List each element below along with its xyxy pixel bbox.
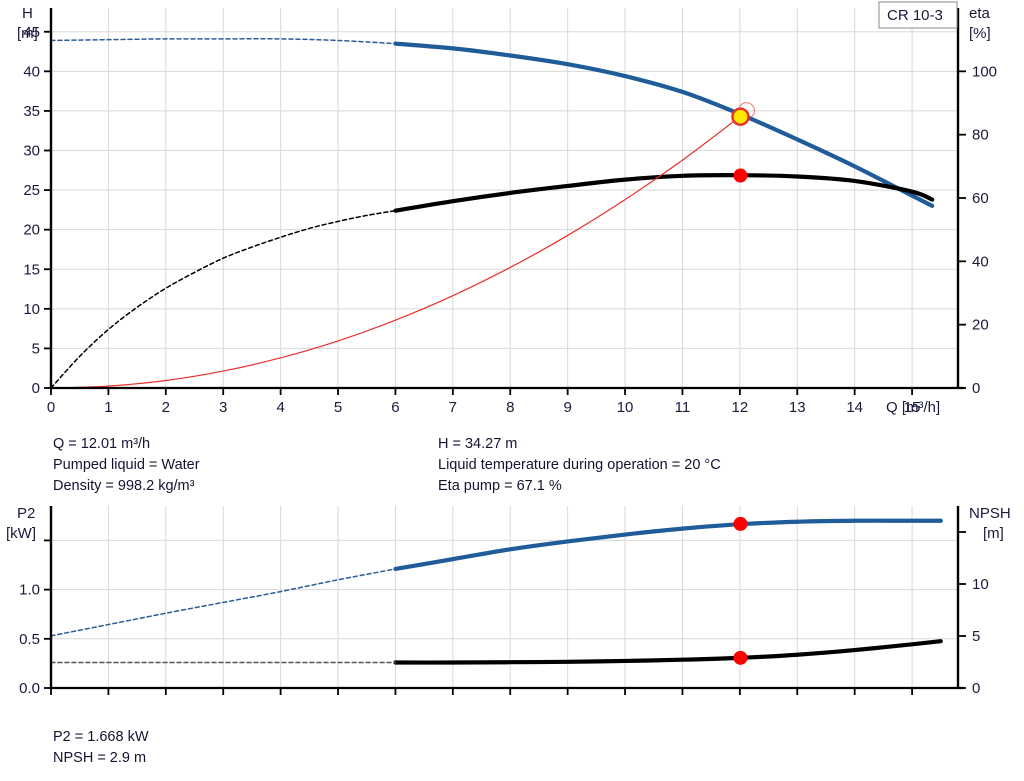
y-tick-label-left: 1.0 [19,582,40,599]
x-tick-label: 5 [334,399,342,416]
duty-point-power [733,516,748,531]
y-tick-label-left: 0 [32,380,40,397]
plot-background-top [51,8,958,388]
pump-model-label: CR 10-3 [878,1,958,29]
ticks-bottom [44,531,966,695]
y-tick-label-left: 5 [32,340,40,357]
curves-bottom [50,518,943,665]
info-density: Density = 998.2 kg/m³ [53,478,195,494]
x-tick-label: 9 [563,399,571,416]
x-tick-label: 15 [904,399,921,416]
y-tick-label-right: 0 [972,680,980,697]
x-tick-label: 4 [276,399,284,416]
y-axis-left-unit-bottom: [kW] [6,525,36,542]
y-axis-right-title-top: eta [969,5,991,22]
curve-eta-curve-dashed-extension [50,209,397,389]
x-tick-label: 10 [617,399,634,416]
y-tick-label-right: 100 [972,63,997,80]
info-block-bottom: P2 = 1.668 kW NPSH = 2.9 m [53,727,149,769]
curve-p2-curve-dashed-extension [50,568,397,637]
info-block-left: Q = 12.01 m³/h Pumped liquid = Water Den… [53,434,200,497]
duty-point-markers-top [731,102,755,183]
y-axis-left-title-bottom: P2 [17,505,35,522]
y-tick-label-left: 0.5 [19,631,40,648]
x-tick-label: 13 [789,399,806,416]
info-pumped-liquid: Pumped liquid = Water [53,457,200,473]
y-tick-label-left: 35 [23,103,40,120]
x-tick-label: 14 [846,399,863,416]
ticks-top [44,30,966,395]
info-npsh: NPSH = 2.9 m [53,750,147,766]
curve-h-curve-dashed-extension [50,38,397,45]
tick-labels-bottom: 0.0 0.5 1.0 0 5 10 [19,576,989,697]
y-tick-label-left: 45 [23,24,40,41]
x-tick-label: 12 [732,399,749,416]
y-tick-label-left: 20 [23,222,40,239]
y-tick-label-right: 5 [972,628,980,645]
y-axis-right-unit-bottom: [m] [983,525,1004,542]
y-tick-label-left: 10 [23,301,40,318]
y-axis-left-unit-top: [m] [17,25,38,42]
info-q: Q = 12.01 m³/h [53,436,151,452]
info-liquid-temperature: Liquid temperature during operation = 20… [438,457,721,473]
y-tick-label-right: 10 [972,576,989,593]
x-tick-label: 2 [162,399,170,416]
x-axis-title-top: Q [m³/h] [886,399,940,416]
y-tick-label-right: 0 [972,380,980,397]
power-npsh-chart: 0.0 0.5 1.0 0 5 10 P2 [kW] NPSH [m] [0,498,1024,718]
y-tick-label-left: 15 [23,261,40,278]
info-p2: P2 = 1.668 kW [53,729,149,745]
curves-top [50,38,935,389]
duty-point-markers-bottom [733,516,748,665]
plot-background-bottom [51,506,958,688]
curve-h-curve-solid [393,41,935,209]
y-tick-label-left: 30 [23,143,40,160]
x-tick-label: 3 [219,399,227,416]
x-tick-label: 6 [391,399,399,416]
x-tick-label: 8 [506,399,514,416]
x-tick-label: 0 [47,399,55,416]
info-eta-pump: Eta pump = 67.1 % [438,478,562,494]
gridlines-top [51,8,958,388]
duty-point-npsh [733,650,748,665]
y-axis-right-unit-top: [%] [969,25,991,42]
y-tick-label-right: 60 [972,190,989,207]
y-tick-label-right: 80 [972,127,989,144]
y-axis-left-title-top: H [22,5,33,22]
info-h: H = 34.27 m [438,436,518,452]
gridlines-bottom [51,506,958,688]
duty-point-eta [733,168,748,183]
info-block-right: H = 34.27 m Liquid temperature during op… [438,434,721,497]
x-tick-label: 7 [449,399,457,416]
y-tick-label-right: 40 [972,253,989,270]
y-axis-right-title-bottom: NPSH [969,505,1011,522]
curve-duty-system-curve [50,116,741,389]
duty-point-head [731,102,755,126]
y-tick-label-left: 0.0 [19,680,40,697]
tick-labels-top: 0 1 2 3 4 5 6 7 8 9 10 11 12 13 14 15051015202530354045… [23,24,997,416]
x-tick-label: 1 [104,399,112,416]
y-tick-label-left: 25 [23,182,40,199]
head-efficiency-chart: 0 1 2 3 4 5 6 7 8 9 10 11 12 13 14 15 0 5 10 15 20 25 30 35 40 45… [17,1,997,416]
x-tick-label: 11 [675,399,691,416]
curve-p2-curve-solid [393,518,943,572]
y-tick-label-right: 20 [972,317,989,334]
y-tick-label-left: 40 [23,63,40,80]
curve-eta-curve-solid [393,173,935,213]
pump-model-text: CR 10-3 [887,7,943,24]
curve-npsh-curve-solid [393,639,943,665]
